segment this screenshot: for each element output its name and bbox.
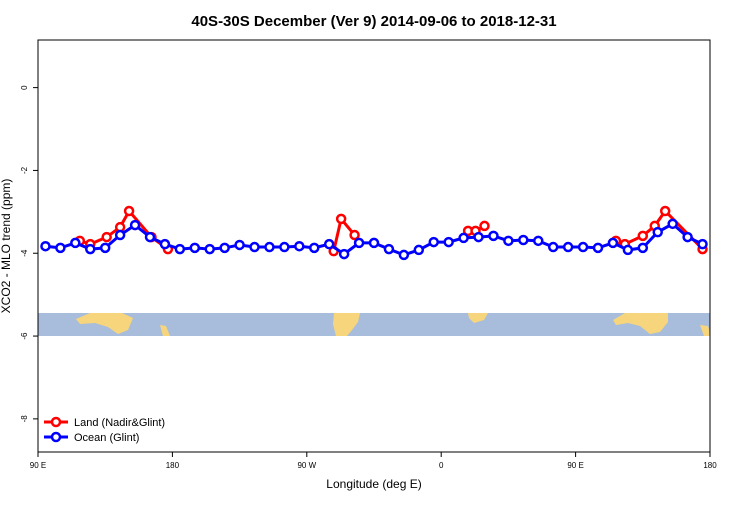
- y-tick-label: -4: [20, 249, 29, 257]
- data-point: [144, 231, 156, 243]
- data-point: [40, 240, 51, 252]
- data-point: [592, 242, 604, 254]
- data-point: [577, 241, 589, 253]
- data-point: [279, 241, 290, 253]
- legend-label: Land (Nadir&Glint): [74, 417, 165, 429]
- data-point: [114, 229, 126, 241]
- data-point: [547, 241, 559, 253]
- data-point: [667, 218, 678, 230]
- data-point: [70, 237, 81, 249]
- data-point: [622, 244, 634, 256]
- data-point: [428, 236, 439, 248]
- data-point: [189, 242, 201, 254]
- data-point: [219, 242, 230, 254]
- data-point: [682, 231, 693, 243]
- legend-marker: [50, 431, 62, 443]
- data-point: [335, 213, 347, 225]
- x-axis-label: Longitude (deg E): [326, 477, 421, 491]
- data-point: [129, 219, 141, 231]
- y-tick-label: -6: [20, 332, 29, 340]
- data-point: [697, 238, 708, 250]
- data-point: [264, 241, 275, 253]
- data-point: [294, 240, 305, 252]
- data-point: [174, 243, 186, 255]
- x-tick-label: 90 E: [567, 461, 583, 470]
- data-point: [99, 242, 111, 254]
- data-point: [652, 226, 663, 238]
- x-tick-label: 90 W: [297, 461, 316, 470]
- data-point: [204, 243, 215, 255]
- x-tick-label: 180: [703, 461, 717, 470]
- data-point: [503, 235, 514, 247]
- x-tick-label: 180: [166, 461, 180, 470]
- data-point: [338, 248, 350, 260]
- data-point: [659, 205, 671, 217]
- chart-title: 40S-30S December (Ver 9) 2014-09-06 to 2…: [191, 13, 556, 30]
- data-point: [249, 241, 260, 253]
- data-point: [607, 237, 619, 249]
- data-point: [398, 249, 410, 261]
- data-point: [368, 237, 380, 249]
- data-point: [518, 234, 529, 246]
- data-point: [101, 231, 112, 243]
- data-point: [488, 230, 499, 242]
- map-strip: [38, 313, 710, 336]
- data-point: [383, 243, 395, 255]
- data-point: [349, 229, 360, 241]
- data-point: [533, 235, 544, 247]
- data-point: [234, 239, 245, 251]
- y-axis-label: XCO2 - MLO trend (ppm): [0, 179, 13, 314]
- y-tick-label: -8: [20, 415, 29, 423]
- data-point: [85, 243, 96, 255]
- plot-frame: [37, 39, 711, 453]
- data-point: [562, 241, 574, 253]
- data-point: [637, 230, 649, 242]
- data-point: [413, 244, 425, 256]
- x-tick-label: 90 E: [30, 461, 46, 470]
- data-point: [443, 236, 454, 248]
- y-tick-label: -2: [20, 166, 29, 174]
- legend-marker: [50, 416, 62, 428]
- data-point: [473, 231, 484, 243]
- data-point: [353, 237, 365, 249]
- data-point: [458, 232, 469, 244]
- data-point: [55, 242, 66, 254]
- data-point: [323, 238, 335, 250]
- x-tick-label: 0: [439, 461, 444, 470]
- data-point: [637, 242, 649, 254]
- data-point: [123, 205, 135, 217]
- data-point: [159, 238, 171, 250]
- legend-label: Ocean (Glint): [74, 432, 139, 444]
- data-point: [309, 242, 320, 254]
- y-tick-label: 0: [20, 85, 29, 90]
- data-point: [479, 220, 490, 232]
